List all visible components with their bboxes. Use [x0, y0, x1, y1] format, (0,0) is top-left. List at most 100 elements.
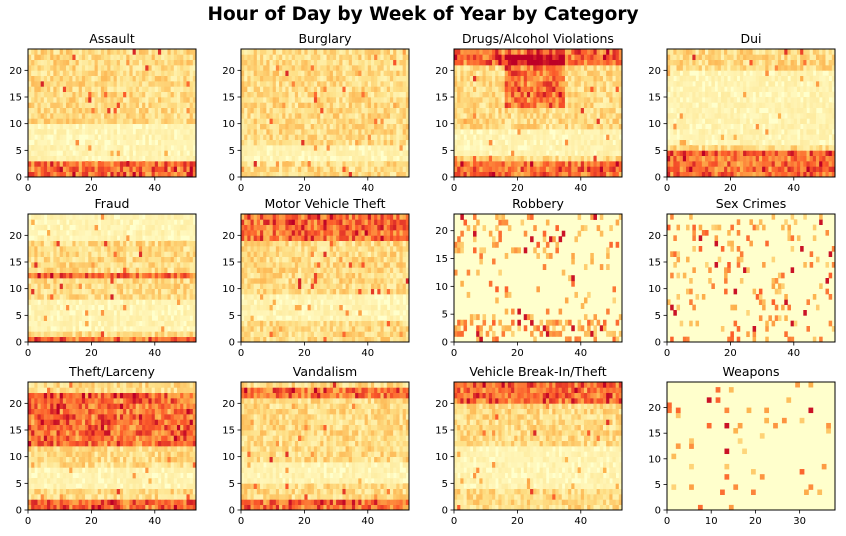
heatmap-cell — [498, 145, 502, 151]
heatmap-cell — [57, 76, 61, 82]
heatmap-cell — [314, 108, 318, 114]
heatmap-cell — [126, 76, 130, 82]
heatmap-cell — [552, 92, 556, 98]
heatmap-cell — [114, 145, 118, 151]
heatmap-cell — [749, 161, 753, 167]
heatmap-cell — [69, 161, 73, 167]
heatmap-cell — [581, 145, 585, 151]
heatmap-cell — [308, 161, 312, 167]
heatmap-cell — [186, 92, 190, 98]
heatmap-cell — [266, 97, 270, 103]
heatmap-cell — [69, 118, 73, 124]
heatmap-cell — [139, 54, 143, 60]
heatmap-cell — [574, 113, 578, 119]
heatmap-cell — [778, 54, 782, 60]
heatmap-cell — [781, 76, 785, 82]
heatmap-cell — [145, 134, 149, 140]
heatmap-cell — [260, 145, 264, 151]
heatmap-cell — [813, 145, 817, 151]
heatmap-cell — [574, 108, 578, 114]
heatmap-cell — [699, 150, 703, 156]
heatmap-cell — [559, 65, 563, 71]
heatmap-cell — [95, 76, 99, 82]
heatmap-cell — [670, 65, 674, 71]
heatmap-cell — [34, 124, 38, 130]
heatmap-cell — [667, 145, 671, 151]
heatmap-cell — [285, 129, 289, 135]
heatmap-cell — [825, 145, 829, 151]
heatmap-cell — [806, 166, 810, 172]
heatmap-cell — [718, 156, 722, 162]
heatmap-cell — [380, 70, 384, 76]
heatmap-cell — [473, 166, 477, 172]
heatmap-cell — [361, 54, 365, 60]
heatmap-cell — [180, 76, 184, 82]
heatmap-cell — [549, 54, 553, 60]
heatmap-cell — [393, 150, 397, 156]
heatmap-cell — [333, 65, 337, 71]
heatmap-cell — [260, 124, 264, 130]
heatmap-cell — [41, 70, 45, 76]
heatmap-cell — [377, 140, 381, 146]
heatmap-cell — [41, 92, 45, 98]
heatmap-cell — [543, 156, 547, 162]
heatmap-cell — [797, 49, 801, 55]
heatmap-cell — [301, 81, 305, 87]
heatmap-cell — [505, 108, 509, 114]
heatmap-cell — [186, 97, 190, 103]
heatmap-cell — [692, 65, 696, 71]
heatmap-cell — [120, 97, 124, 103]
heatmap-cell — [320, 76, 324, 82]
heatmap-cell — [69, 108, 73, 114]
heatmap-cell — [346, 161, 350, 167]
heatmap-cell — [384, 76, 388, 82]
heatmap-cell — [593, 70, 597, 76]
heatmap-cell — [28, 76, 32, 82]
heatmap-cell — [708, 161, 712, 167]
heatmap-cell — [114, 129, 118, 135]
heatmap-cell — [521, 81, 525, 87]
heatmap-cell — [740, 150, 744, 156]
heatmap-cell — [177, 124, 181, 130]
heatmap-cell — [292, 92, 296, 98]
heatmap-cell — [57, 166, 61, 172]
heatmap-cell — [145, 172, 149, 178]
heatmap-cell — [829, 113, 833, 119]
heatmap-cell — [555, 161, 559, 167]
heatmap-cell — [454, 150, 458, 156]
heatmap-cell — [384, 102, 388, 108]
heatmap-cell — [791, 161, 795, 167]
heatmap-cell — [342, 129, 346, 135]
heatmap-cell — [734, 65, 738, 71]
heatmap-cell — [578, 124, 582, 130]
heatmap-cell — [148, 161, 152, 167]
heatmap-cell — [568, 65, 572, 71]
heatmap-cell — [186, 54, 190, 60]
heatmap-cell — [730, 140, 734, 146]
heatmap-cell — [244, 65, 248, 71]
heatmap-cell — [190, 166, 194, 172]
heatmap-cell — [72, 156, 76, 162]
heatmap-cell — [470, 161, 474, 167]
heatmap-cell — [813, 134, 817, 140]
heatmap-cell — [514, 54, 518, 60]
heatmap-cell — [180, 337, 184, 343]
heatmap-cell — [746, 54, 750, 60]
heatmap-cell — [273, 161, 277, 167]
heatmap-cell — [603, 97, 607, 103]
heatmap-cell — [152, 92, 156, 98]
heatmap-cell — [829, 124, 833, 130]
heatmap-cell — [797, 76, 801, 82]
heatmap-cell — [616, 86, 620, 92]
heatmap-cell — [784, 97, 788, 103]
heatmap-cell — [683, 54, 687, 60]
heatmap-cell — [759, 70, 763, 76]
heatmap-cell — [819, 134, 823, 140]
heatmap-cell — [129, 49, 133, 55]
heatmap-cell — [590, 166, 594, 172]
heatmap-cell — [800, 54, 804, 60]
heatmap-cell — [50, 172, 54, 178]
heatmap-cell — [756, 150, 760, 156]
heatmap-cell — [145, 92, 149, 98]
heatmap-cell — [403, 76, 407, 82]
